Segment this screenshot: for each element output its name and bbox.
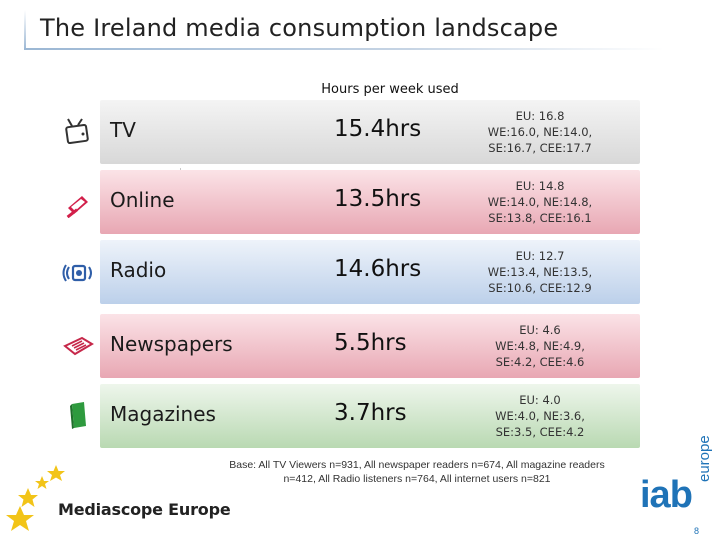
- eu-stars-logo: [6, 465, 65, 531]
- region-values: WE:4.8, NE:4.9,: [495, 339, 585, 353]
- eu-average: EU: 4.0: [519, 393, 561, 407]
- column-header: Hours per week used: [321, 82, 459, 97]
- media-label: Newspapers: [110, 332, 233, 356]
- hours-value: 3.7hrs: [334, 400, 407, 426]
- region-values: SE:16.7, CEE:17.7: [488, 141, 592, 155]
- region-values: WE:13.4, NE:13.5,: [487, 265, 593, 279]
- region-values: SE:3.5, CEE:4.2: [495, 425, 585, 439]
- media-row-magazines: Magazines 3.7hrs EU: 4.0 WE:4.0, NE:3.6,…: [100, 384, 640, 448]
- eu-average: EU: 14.8: [515, 179, 565, 193]
- eu-average: EU: 4.6: [519, 323, 561, 337]
- hours-value: 13.5hrs: [334, 186, 422, 212]
- eu-average: EU: 12.7: [515, 249, 565, 263]
- eu-comparison: EU: 14.8 WE:14.0, NE:14.8, SE:13.8, CEE:…: [470, 178, 610, 226]
- eu-comparison: EU: 4.6 WE:4.8, NE:4.9, SE:4.2, CEE:4.6: [470, 322, 610, 370]
- media-row-online: Online 13.5hrs EU: 14.8 WE:14.0, NE:14.8…: [100, 170, 640, 234]
- media-label: Online: [110, 188, 175, 212]
- laptop-icon: [66, 196, 88, 218]
- media-label: TV: [110, 118, 136, 142]
- iab-logo: iab: [640, 474, 693, 516]
- title-underline: [24, 48, 664, 50]
- media-label: Radio: [110, 258, 167, 282]
- region-values: SE:4.2, CEE:4.6: [495, 355, 585, 369]
- base-footnote: Base: All TV Viewers n=931, All newspape…: [229, 459, 605, 485]
- iab-europe-wordmark: europe: [696, 435, 713, 482]
- hours-value: 5.5hrs: [334, 330, 407, 356]
- media-row-tv: TV 15.4hrs EU: 16.8 WE:16.0, NE:14.0, SE…: [100, 100, 640, 164]
- media-label: Magazines: [110, 402, 216, 426]
- eu-comparison: EU: 12.7 WE:13.4, NE:13.5, SE:10.6, CEE:…: [470, 248, 610, 296]
- region-values: WE:4.0, NE:3.6,: [495, 409, 585, 423]
- newspaper-icon: [63, 336, 94, 356]
- hours-value: 14.6hrs: [334, 256, 422, 282]
- eu-comparison: EU: 16.8 WE:16.0, NE:14.0, SE:16.7, CEE:…: [470, 108, 610, 156]
- page-title: The Ireland media consumption landscape: [40, 14, 559, 42]
- media-row-newspapers: Newspapers 5.5hrs EU: 4.6 WE:4.8, NE:4.9…: [100, 314, 640, 378]
- region-values: SE:13.8, CEE:16.1: [488, 211, 592, 225]
- mediascope-logo: Mediascope Europe: [58, 500, 231, 519]
- page-number: 8: [694, 526, 700, 536]
- magazine-icon: [70, 402, 86, 429]
- eu-comparison: EU: 4.0 WE:4.0, NE:3.6, SE:3.5, CEE:4.2: [470, 392, 610, 440]
- region-values: WE:14.0, NE:14.8,: [487, 195, 593, 209]
- media-row-radio: Radio 14.6hrs EU: 12.7 WE:13.4, NE:13.5,…: [100, 240, 640, 304]
- eu-average: EU: 16.8: [515, 109, 565, 123]
- tv-icon: [65, 118, 89, 145]
- radio-icon: [62, 264, 92, 282]
- hours-value: 15.4hrs: [334, 116, 422, 142]
- region-values: SE:10.6, CEE:12.9: [488, 281, 592, 295]
- title-bracket: [24, 10, 26, 50]
- region-values: WE:16.0, NE:14.0,: [487, 125, 593, 139]
